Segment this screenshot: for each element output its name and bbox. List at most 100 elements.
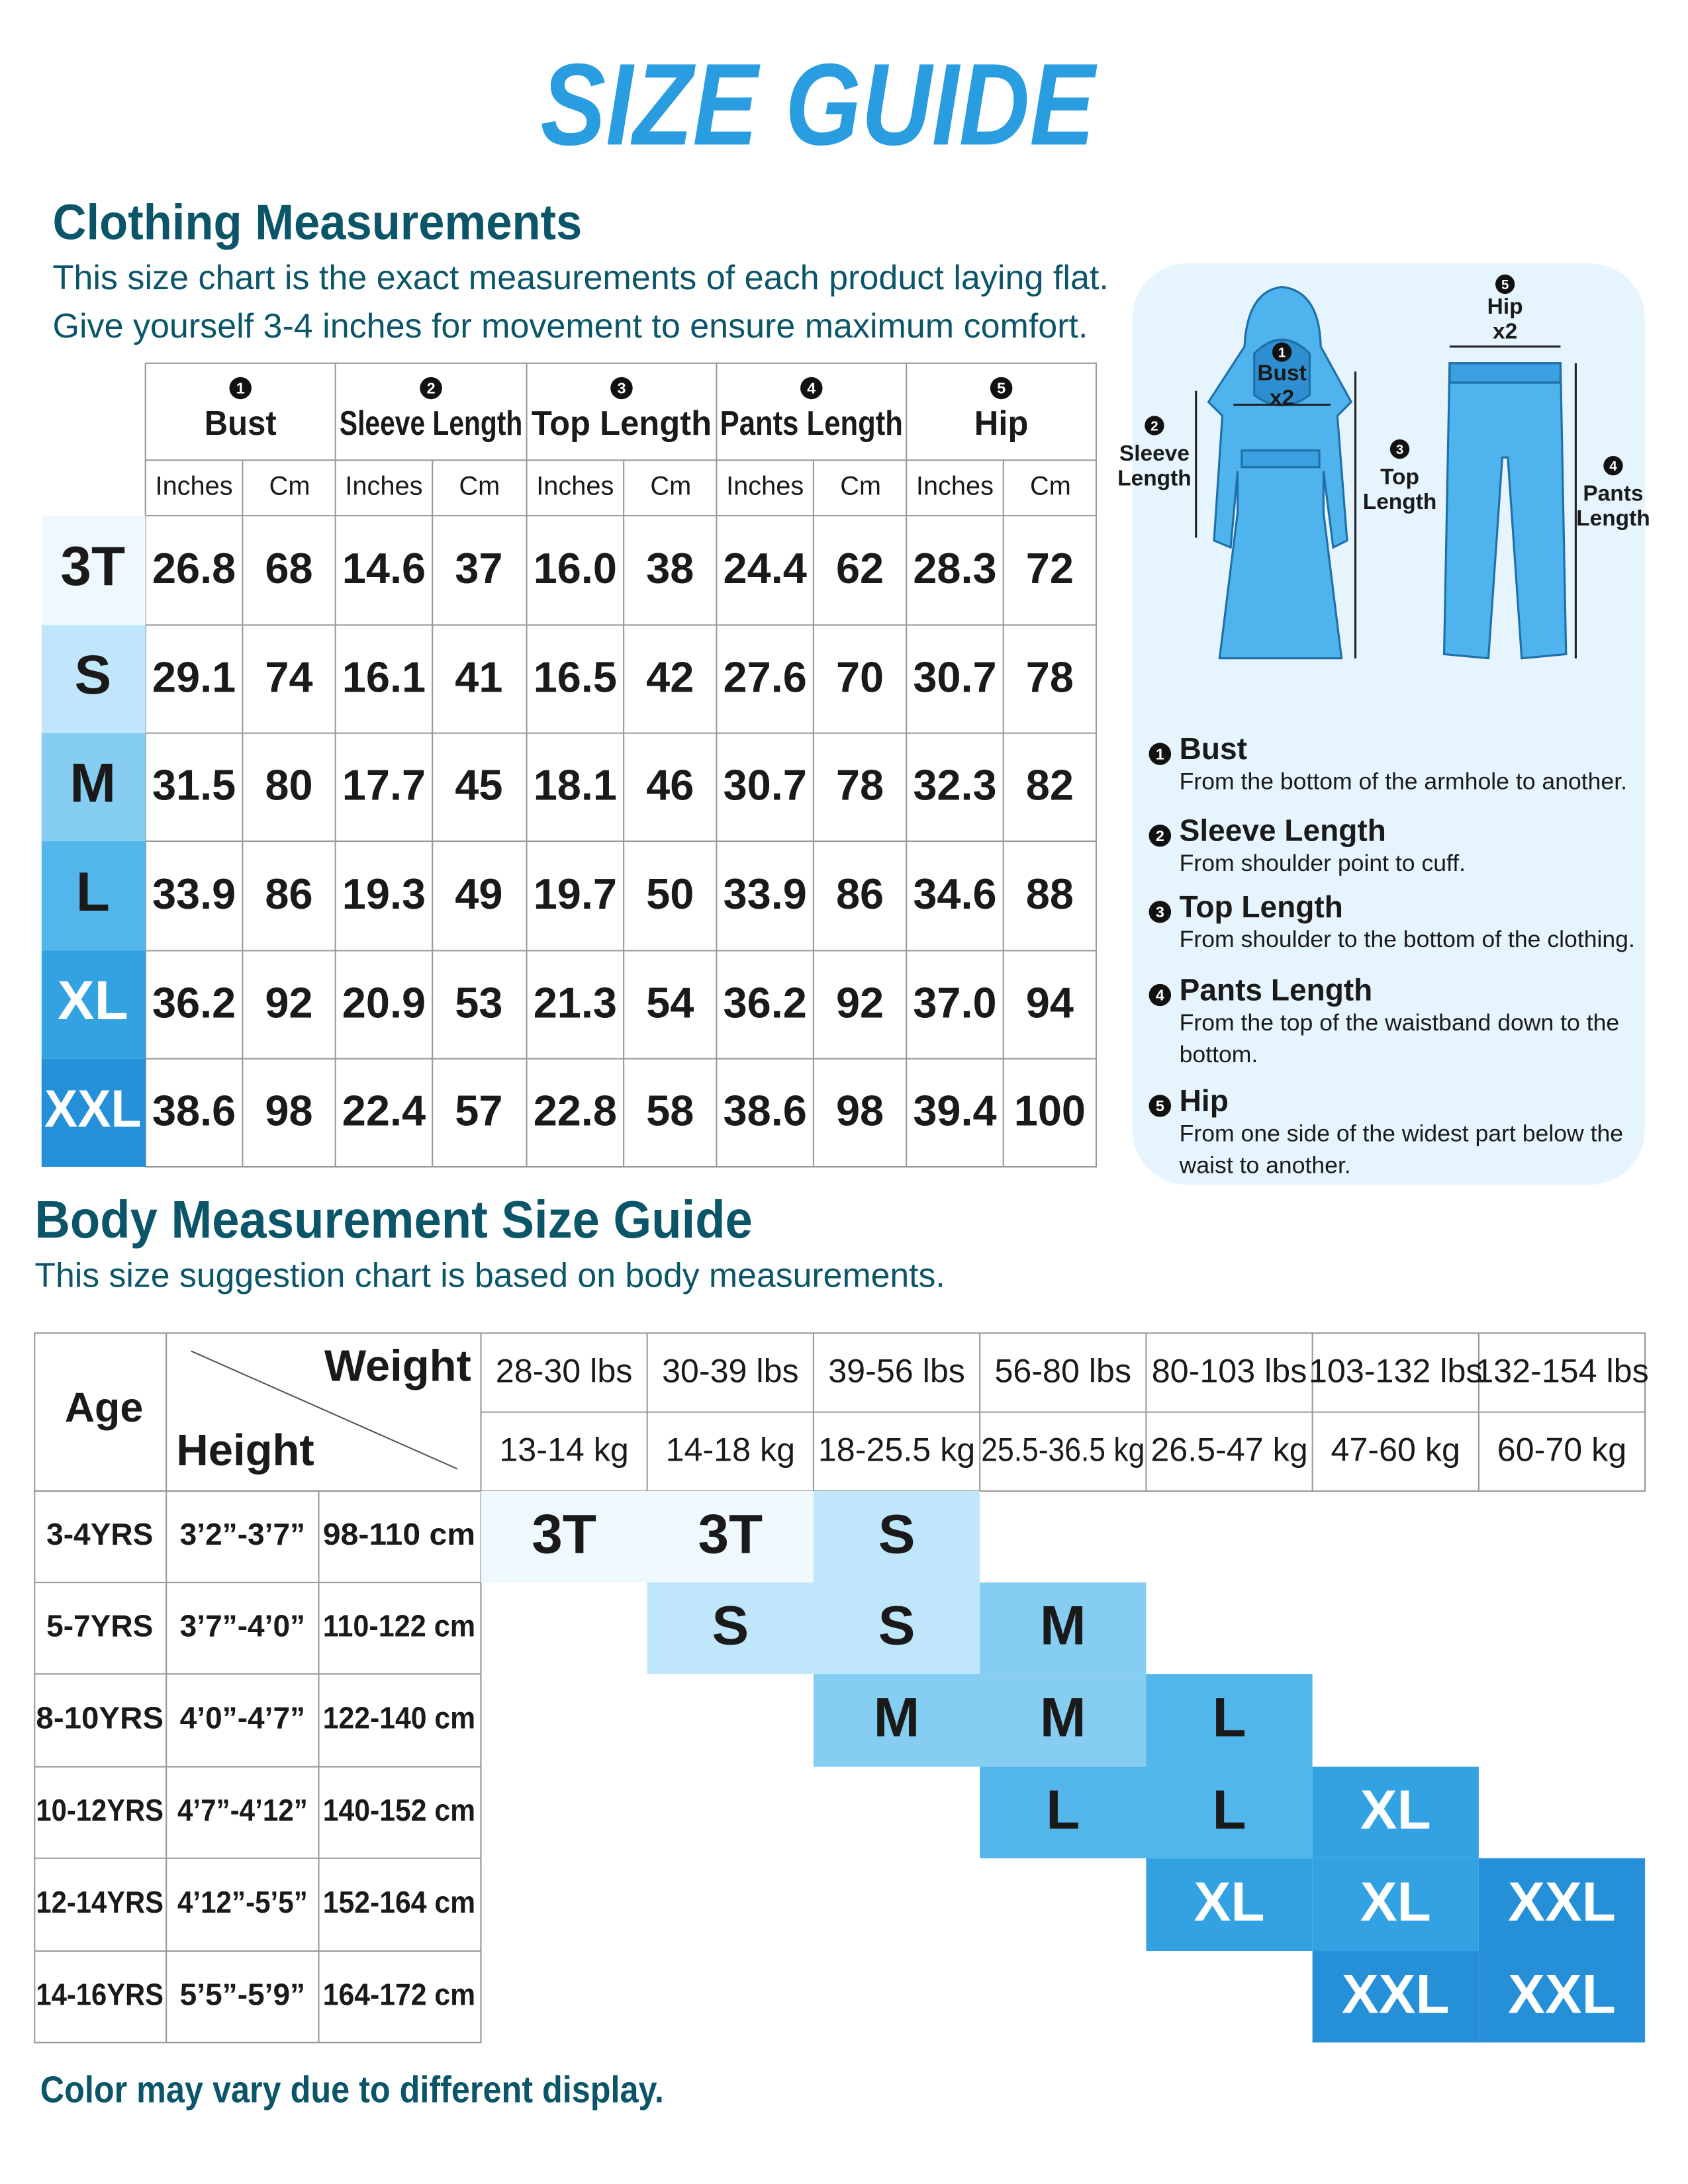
column-name: Bust [205,404,277,443]
measurement-value: 21.3 [534,978,617,1026]
height-cm: 122-140 cm [323,1701,475,1735]
badge-number: 2 [427,380,436,397]
size-block [647,1582,814,1674]
age-cell: 8-10YRS [36,1701,164,1735]
measurement-value: 46 [646,761,694,809]
measurement-value: 34.6 [913,870,996,918]
measurement-value: 36.2 [152,978,236,1026]
badge-number: 1 [236,380,245,397]
hoodie-icon [1207,286,1353,660]
section-heading: Clothing Measurements [53,194,583,250]
number-badge [1149,824,1172,847]
weight-lbs: 28-30 lbs [496,1352,633,1389]
number-badge [1495,274,1515,295]
size-block [647,1490,814,1583]
number-badge [1149,743,1172,765]
diagonal-line [191,1350,458,1470]
measurement-value: 37 [455,544,502,592]
diagram-label: Length [1117,466,1192,490]
measurement-value: 38.6 [152,1087,236,1135]
number-badge [1272,342,1292,362]
size-suggestion: XL [1194,1870,1265,1933]
measurement-value: 68 [265,544,312,592]
pants-icon [1442,362,1568,660]
number-badge [1149,1095,1172,1117]
size-block [1478,1951,1646,2043]
weight-lbs: 80-103 lbs [1152,1352,1307,1389]
size-block [1146,1674,1313,1767]
measurement-value: 50 [646,870,694,918]
measurement-value: 17.7 [342,761,426,809]
legend-desc: bottom. [1180,1041,1258,1068]
size-suggestion: L [1046,1778,1080,1841]
badge-number: 5 [1501,277,1509,293]
table-bg [144,362,1098,1168]
number-badge [1149,901,1172,923]
size-suggestion: 3T [698,1502,763,1565]
size-block [1146,1766,1313,1858]
measurement-value: 45 [455,761,502,809]
size-block [813,1490,980,1583]
unit-label: Cm [650,472,691,501]
size-suggestion: XL [1360,1778,1431,1841]
measurement-value: 33.9 [152,870,236,918]
size-block [980,1766,1147,1858]
measurement-value: 78 [836,761,884,809]
diagram-label: Hip [1487,295,1523,319]
measurement-value: 32.3 [913,761,996,809]
legend-desc: waist to another. [1179,1152,1351,1178]
size-suggestion: XXL [1508,1962,1616,2025]
size-suggestion: XL [1360,1870,1431,1933]
size-label: M [70,752,116,814]
height-cm: 152-164 cm [323,1885,475,1919]
height-cm: 110-122 cm [323,1608,475,1643]
size-label: 3T [60,535,125,597]
height-cm: 140-152 cm [323,1793,475,1827]
unit-label: Inches [156,472,233,501]
badge-number: 4 [1609,459,1617,474]
unit-label: Cm [840,472,881,501]
legend-name: Bust [1180,731,1247,766]
unit-label: Inches [916,472,994,501]
size-cell [41,950,146,1059]
measurement-value: 20.9 [342,978,426,1026]
diagram-label: x2 [1270,386,1294,410]
measurement-value: 100 [1014,1087,1086,1135]
measurement-value: 98 [836,1087,884,1135]
measurement-value: 30.7 [724,761,807,809]
badge-number: 5 [1156,1097,1164,1115]
measurement-value: 57 [455,1087,502,1135]
age-cell: 10-12YRS [36,1793,164,1827]
unit-label: Inches [345,472,422,501]
column-name: Hip [974,404,1029,443]
size-block [1312,1858,1479,1952]
weight-kg: 25.5-36.5 kg [981,1432,1145,1469]
measurement-value: 39.4 [913,1087,996,1135]
measurement-value: 41 [455,653,502,701]
size-block [1312,1766,1479,1858]
size-block [813,1674,980,1767]
measurement-value: 31.5 [152,761,236,809]
age-cell: 3-4YRS [46,1517,153,1551]
size-suggestion: M [1040,1686,1086,1749]
measurement-value: 16.1 [342,653,426,701]
column-name: Top Length [532,404,712,443]
size-suggestion: 3T [532,1502,596,1565]
unit-label: Cm [1030,472,1071,501]
height-cm: 164-172 cm [323,1977,475,2011]
measurement-value: 24.4 [724,544,807,592]
measurement-value: 22.8 [534,1087,617,1135]
age-cell: 5-7YRS [46,1608,153,1643]
diagram-label: Length [1576,506,1650,531]
height-ft: 3’7”-4’0” [180,1608,305,1643]
size-cell [41,1058,146,1167]
measurement-value: 74 [265,653,312,701]
size-cell [41,516,146,625]
measurement-value: 19.3 [342,870,426,918]
unit-label: Inches [536,472,614,501]
header-label: Height [176,1426,314,1475]
diagram-label: Bust [1257,361,1306,385]
section-heading: Body Measurement Size Guide [34,1190,752,1249]
size-label: L [76,860,110,923]
